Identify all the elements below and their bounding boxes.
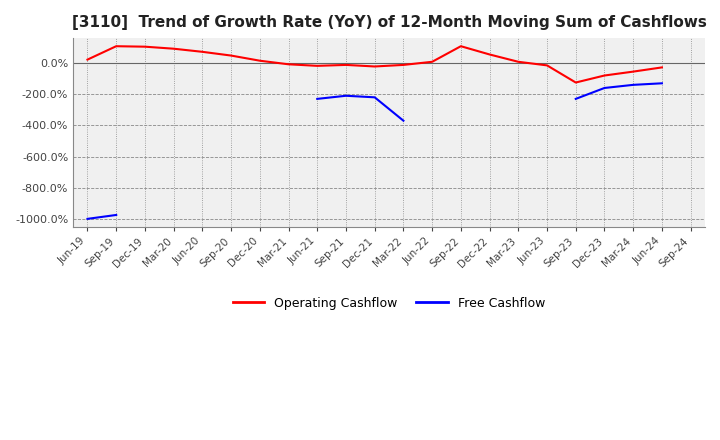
Legend: Operating Cashflow, Free Cashflow: Operating Cashflow, Free Cashflow	[228, 292, 550, 315]
Title: [3110]  Trend of Growth Rate (YoY) of 12-Month Moving Sum of Cashflows: [3110] Trend of Growth Rate (YoY) of 12-…	[71, 15, 706, 30]
